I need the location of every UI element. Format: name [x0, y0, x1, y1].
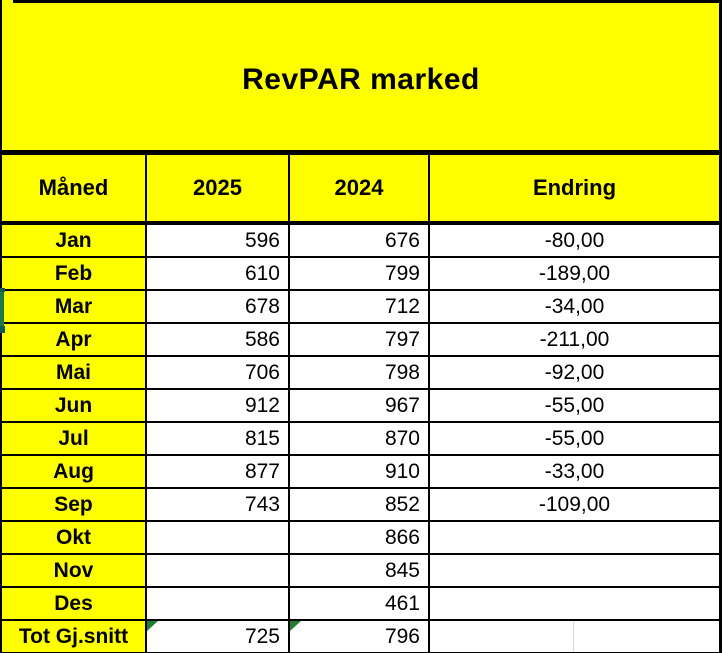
value-2024-cell[interactable]: 967 — [290, 390, 428, 421]
value-2025-cell[interactable] — [147, 522, 288, 553]
month-label-cell[interactable]: Mai — [2, 357, 145, 388]
month-label-cell[interactable]: Okt — [2, 522, 145, 553]
value-2024-cell[interactable]: 866 — [290, 522, 428, 553]
value-2025-cell[interactable]: 743 — [147, 489, 288, 520]
value-2024-cell[interactable]: 798 — [290, 357, 428, 388]
month-label-cell[interactable]: Apr — [2, 324, 145, 355]
green-border-artifact — [0, 291, 4, 328]
value-2025-cell[interactable]: 815 — [147, 423, 288, 454]
month-label-cell[interactable]: Nov — [2, 555, 145, 586]
title-bottom-border — [0, 150, 722, 155]
month-label-cell[interactable]: Jan — [2, 225, 145, 256]
endring-value-cell[interactable]: -189,00 — [430, 258, 719, 289]
value-2024-cell[interactable]: 852 — [290, 489, 428, 520]
endring-value-cell[interactable] — [430, 555, 719, 586]
value-2025-cell[interactable]: 610 — [147, 258, 288, 289]
month-label-cell[interactable]: Des — [2, 588, 145, 619]
value-2024-cell[interactable]: 870 — [290, 423, 428, 454]
month-label-cell[interactable]: Jul — [2, 423, 145, 454]
value-2025-cell[interactable]: 678 — [147, 291, 288, 322]
endring-value-cell[interactable]: -55,00 — [430, 390, 719, 421]
column-header-2025[interactable]: 2025 — [147, 155, 288, 221]
month-label-cell[interactable]: Sep — [2, 489, 145, 520]
table-right-border — [719, 0, 722, 653]
column-header-2024[interactable]: 2024 — [290, 155, 428, 221]
top-border-gap — [2, 0, 13, 3]
value-2024-cell[interactable]: 461 — [290, 588, 428, 619]
endring-value-cell[interactable]: -211,00 — [430, 324, 719, 355]
value-2025-cell[interactable] — [147, 588, 288, 619]
value-2025-cell[interactable]: 912 — [147, 390, 288, 421]
endring-value-cell[interactable] — [430, 588, 719, 619]
value-2024-cell[interactable]: 712 — [290, 291, 428, 322]
error-indicator-icon — [147, 621, 158, 631]
value-2024-cell[interactable]: 799 — [290, 258, 428, 289]
value-2024-cell[interactable]: 796 — [290, 621, 428, 652]
table-top-border — [0, 0, 722, 3]
title-cell[interactable]: RevPAR marked — [0, 0, 722, 155]
value-2024-cell[interactable]: 797 — [290, 324, 428, 355]
green-border-artifact-cap-top — [0, 288, 5, 292]
value-2025-cell[interactable]: 877 — [147, 456, 288, 487]
value-2025-cell[interactable]: 596 — [147, 225, 288, 256]
table-body: Jan 596 676 -80,00 Feb 610 799 -189,00 Mar 678 712… — [0, 225, 722, 653]
report-title: RevPAR marked — [242, 62, 480, 96]
value-2025-cell[interactable] — [147, 555, 288, 586]
endring-value-cell[interactable]: -55,00 — [430, 423, 719, 454]
value-2025-cell[interactable]: 586 — [147, 324, 288, 355]
green-border-artifact-cap-bottom — [0, 326, 5, 333]
value-2025-cell[interactable]: 725 — [147, 621, 288, 652]
value-2024-cell[interactable]: 676 — [290, 225, 428, 256]
value-2024-cell[interactable]: 910 — [290, 456, 428, 487]
value-2024-cell[interactable]: 845 — [290, 555, 428, 586]
error-indicator-icon — [290, 621, 301, 631]
endring-value-cell[interactable] — [430, 621, 719, 652]
value-2025-cell[interactable]: 706 — [147, 357, 288, 388]
table-header-row: Måned 2025 2024 Endring — [0, 155, 722, 225]
cell-gridline — [573, 621, 574, 652]
month-label-cell[interactable]: Aug — [2, 456, 145, 487]
endring-value-cell[interactable] — [430, 522, 719, 553]
endring-value-cell[interactable]: -109,00 — [430, 489, 719, 520]
month-label-cell[interactable]: Jun — [2, 390, 145, 421]
endring-value-cell[interactable]: -34,00 — [430, 291, 719, 322]
month-label-cell[interactable]: Mar — [2, 291, 145, 322]
endring-value-cell[interactable]: -92,00 — [430, 357, 719, 388]
endring-value-cell[interactable]: -33,00 — [430, 456, 719, 487]
column-header-endring[interactable]: Endring — [430, 155, 719, 221]
endring-value-cell[interactable]: -80,00 — [430, 225, 719, 256]
month-label-cell[interactable]: Feb — [2, 258, 145, 289]
column-header-maaned[interactable]: Måned — [2, 155, 145, 221]
total-row-label-cell[interactable]: Tot Gj.snitt — [2, 621, 145, 652]
